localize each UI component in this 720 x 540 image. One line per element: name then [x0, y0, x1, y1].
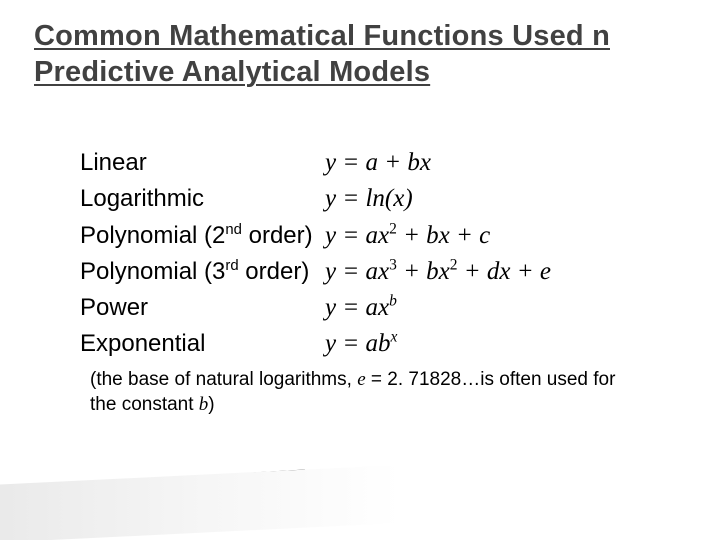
- fn-name: Exponential: [80, 327, 325, 362]
- fn-formula: y = ax3 + bx2 + dx + e: [325, 254, 551, 290]
- fn-formula: y = a + bx: [325, 145, 431, 181]
- slide: Common Mathematical Functions Used n Pre…: [0, 0, 720, 540]
- row-polynomial-2: Polynomial (2nd order) y = ax2 + bx + c: [80, 218, 660, 254]
- footnote: (the base of natural logarithms, e = 2. …: [90, 368, 645, 417]
- fn-name: Polynomial (3rd order): [80, 255, 325, 290]
- fn-formula: y = axb: [325, 290, 397, 326]
- fn-formula: y = abx: [325, 326, 397, 362]
- fn-name: Power: [80, 291, 325, 326]
- row-linear: Linear y = a + bx: [80, 145, 660, 181]
- decor-wedge-light: [0, 465, 400, 540]
- slide-title: Common Mathematical Functions Used n Pre…: [34, 18, 694, 91]
- row-polynomial-3: Polynomial (3rd order) y = ax3 + bx2 + d…: [80, 254, 660, 290]
- fn-formula: y = ln(x): [325, 181, 413, 217]
- fn-name: Polynomial (2nd order): [80, 219, 325, 254]
- fn-name: Logarithmic: [80, 182, 325, 217]
- row-power: Power y = axb: [80, 290, 660, 326]
- fn-formula: y = ax2 + bx + c: [325, 218, 490, 254]
- function-list: Linear y = a + bx Logarithmic y = ln(x) …: [80, 145, 660, 363]
- row-logarithmic: Logarithmic y = ln(x): [80, 181, 660, 217]
- fn-name: Linear: [80, 146, 325, 181]
- row-exponential: Exponential y = abx: [80, 326, 660, 362]
